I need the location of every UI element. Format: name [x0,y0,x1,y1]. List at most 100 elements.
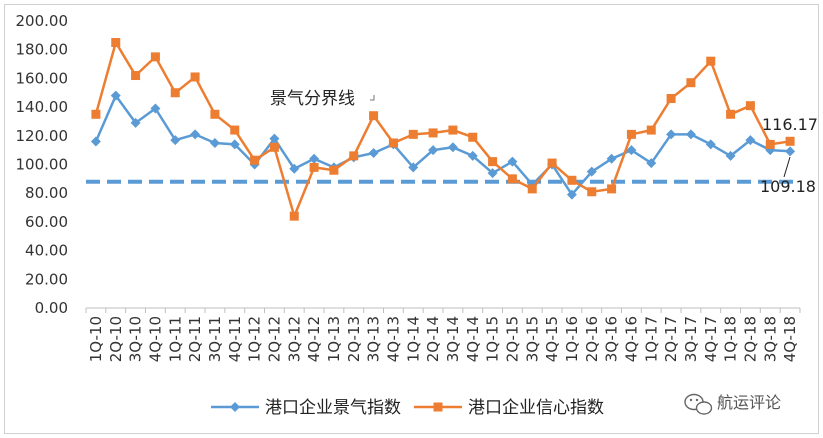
square-marker [388,138,398,148]
series-line-2 [94,41,791,218]
square-marker [646,125,656,135]
x-tick-label: 1Q-13 [325,316,343,362]
square-marker [547,158,557,168]
square-marker [607,184,617,194]
axes: 0.00 20.00 40.00 60.00 80.00 100.00 120.00 140.… [16,12,801,362]
diamond-marker [209,137,220,148]
square-marker [507,174,517,184]
x-tick-label: 3Q-15 [523,316,541,362]
diamond-marker [110,90,121,101]
diamond-marker [606,153,617,164]
x-tick-label: 2Q-15 [503,316,521,362]
x-tick-label: 2Q-18 [741,316,759,362]
square-marker [745,101,755,111]
x-tick-label: 4Q-15 [543,316,561,362]
square-marker [111,38,121,48]
x-tick-label: 2Q-14 [424,316,442,362]
y-tick-label: 120.00 [16,127,69,145]
x-tick-label: 4Q-14 [464,316,482,362]
watermark: 航运评论 [684,393,781,415]
square-marker [170,88,180,98]
square-marker [448,125,458,135]
square-marker [269,142,279,152]
y-tick-label: 160.00 [16,69,69,87]
x-tick-label: 4Q-11 [226,316,244,362]
x-tick-label: 2Q-17 [662,316,680,362]
square-marker [150,52,160,62]
square-marker [527,184,537,194]
square-marker [329,165,339,175]
x-tick-label: 1Q-17 [642,316,660,362]
labels-group: 116.17 109.18 [760,115,818,196]
legend-square-marker [433,402,443,412]
x-tick-label: 4Q-17 [702,316,720,362]
y-tick-label: 0.00 [35,299,68,317]
x-tick-label: 1Q-14 [404,316,422,362]
diamond-marker [368,148,379,159]
x-tick-label: 1Q-11 [166,316,184,362]
diamond-marker [685,129,696,140]
x-tick-label: 3Q-12 [285,316,303,362]
square-marker [587,187,597,197]
legend: 港口企业景气指数 港口企业信心指数 [211,398,604,418]
reference-line-label: 景气分界线 [270,89,355,109]
series-group [90,38,796,221]
label-leader-line [783,156,791,178]
x-tick-label: 2Q-13 [345,316,363,362]
x-tick-label: 3Q-18 [761,316,779,362]
diamond-marker [725,150,736,161]
y-tick-label: 100.00 [16,156,69,174]
diamond-marker [130,117,141,128]
square-marker [230,125,240,135]
square-marker [706,56,716,66]
diamond-marker [566,189,577,200]
square-marker [726,109,736,119]
x-tick-label: 2Q-16 [583,316,601,362]
diamond-marker [289,163,300,174]
legend-label-1: 港口企业景气指数 [265,398,401,418]
square-marker [210,109,220,119]
x-tick-label: 4Q-13 [384,316,402,362]
square-marker [289,211,299,221]
diamond-marker [705,139,716,150]
x-tick-label: 3Q-17 [682,316,700,362]
square-marker [190,72,200,82]
y-tick-label: 180.00 [16,41,69,59]
x-tick-label: 4Q-12 [305,316,323,362]
diamond-marker [408,162,419,173]
watermark-text: 航运评论 [717,393,781,412]
diamond-marker [428,145,439,156]
square-marker [91,109,101,119]
square-marker [369,111,379,121]
last-prosperity-label: 109.18 [760,177,816,196]
diamond-marker [170,135,181,146]
square-marker [131,71,141,81]
y-tick-label: 20.00 [25,270,68,288]
square-marker [349,151,359,161]
diamond-marker [487,168,498,179]
square-marker [408,129,418,139]
return-arrow-icon [370,95,375,101]
legend-label-2: 港口企业信心指数 [468,398,604,418]
last-confidence-label: 116.17 [762,115,818,134]
diamond-marker [586,166,597,177]
square-marker [626,129,636,139]
square-marker [785,136,795,146]
diamond-marker [646,158,657,169]
x-tick-label: 3Q-14 [444,316,462,362]
square-marker [686,78,696,88]
square-marker [428,128,438,138]
diamond-marker [190,129,201,140]
square-marker [765,139,775,149]
diamond-marker [626,145,637,156]
diamond-marker [90,136,101,147]
square-marker [567,175,577,185]
x-tick-label: 1Q-15 [484,316,502,362]
reference-line-group: 景气分界线 [86,89,794,184]
x-tick-label: 4Q-16 [622,316,640,362]
y-tick-label: 40.00 [25,242,68,260]
diamond-marker [269,133,280,144]
x-tick-label: 3Q-16 [603,316,621,362]
x-tick-label: 2Q-10 [107,316,125,362]
